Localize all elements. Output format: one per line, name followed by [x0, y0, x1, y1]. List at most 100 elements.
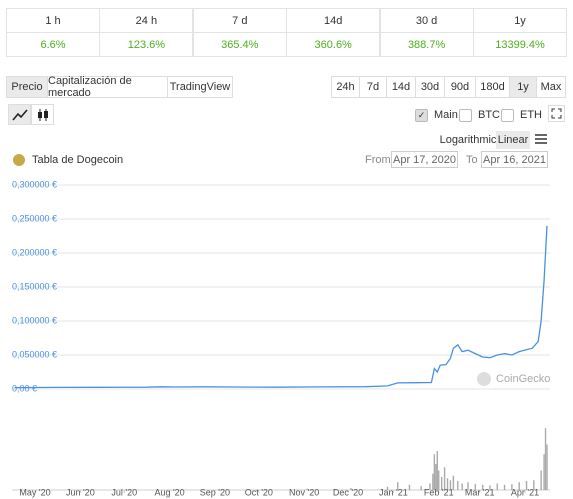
tab[interactable]: Precio	[6, 76, 48, 98]
y-tick-label: 0,200000 €	[12, 247, 57, 257]
volume-bar	[350, 488, 352, 490]
x-tick-label: Dec '20	[333, 487, 363, 497]
volume-bar	[546, 444, 548, 490]
series-toggle[interactable]: ETH	[501, 108, 542, 122]
perf-header: 7 d	[192, 8, 287, 33]
perf-header: 24 h	[99, 8, 194, 33]
volume-bar	[443, 467, 446, 490]
range-button[interactable]: 14d	[386, 76, 416, 98]
volume-bar	[440, 477, 443, 490]
range-button[interactable]: 1y	[509, 76, 537, 98]
x-tick-label: Jul '20	[111, 487, 137, 497]
volume-bar	[436, 451, 438, 490]
y-tick-label: 0,00 €	[12, 383, 37, 393]
volume-bar	[452, 475, 455, 490]
volume-bar	[457, 480, 459, 490]
volume-bar	[511, 484, 513, 490]
volume-bar	[481, 484, 484, 490]
volume-bar	[540, 470, 542, 490]
volume-bar	[503, 484, 506, 490]
range-button[interactable]: 90d	[444, 76, 476, 98]
x-tick-label: Jun '20	[66, 487, 95, 497]
line-chart-button[interactable]	[8, 104, 31, 125]
volume-bar	[474, 484, 477, 490]
perf-header: 1y	[473, 8, 567, 33]
perf-value: 13399.4%	[473, 32, 567, 57]
x-tick-label: Aug '20	[154, 487, 184, 497]
y-tick-label: 0,100000 €	[12, 315, 57, 325]
x-tick-label: Jan '21	[379, 487, 408, 497]
toggle-label: Main	[434, 109, 458, 121]
perf-header: 30 d	[379, 8, 474, 33]
from-label: From	[365, 154, 391, 166]
toggle-label: BTC	[478, 109, 500, 121]
scale-button[interactable]: Logarithmic	[439, 134, 497, 146]
perf-value: 360.6%	[286, 32, 381, 57]
volume-bar	[518, 482, 520, 490]
doge-icon	[13, 154, 25, 166]
range-button[interactable]: 30d	[415, 76, 445, 98]
toggle-label: ETH	[520, 109, 542, 121]
volume-bar	[489, 485, 491, 490]
menu-button[interactable]	[534, 132, 548, 146]
date-input[interactable]: Apr 16, 2021	[481, 151, 548, 168]
series-toggle[interactable]: BTC	[459, 108, 500, 122]
price-line	[14, 225, 548, 389]
checkbox[interactable]	[459, 108, 472, 122]
volume-bar	[543, 454, 545, 490]
volume-bar	[449, 480, 452, 490]
volume-bar	[446, 478, 449, 490]
volume-bar	[420, 486, 422, 490]
volume-bar	[435, 464, 437, 490]
x-tick-label: Feb '21	[424, 487, 454, 497]
volume-bar	[408, 484, 411, 490]
scale-button[interactable]: Linear	[496, 131, 530, 149]
range-button[interactable]: 180d	[475, 76, 510, 98]
range-button[interactable]: 7d	[359, 76, 387, 98]
x-tick-label: Apr '21	[511, 487, 539, 497]
x-tick-label: Sep '20	[200, 487, 230, 497]
y-tick-label: 0,050000 €	[12, 349, 57, 359]
volume-bar	[533, 480, 535, 490]
perf-value: 6.6%	[6, 32, 100, 57]
y-tick-label: 0,250000 €	[12, 213, 57, 223]
perf-header: 14d	[286, 8, 381, 33]
x-tick-label: Mar '21	[465, 487, 495, 497]
series-toggle[interactable]: ✓ Main	[415, 108, 458, 122]
expand-button[interactable]	[548, 105, 565, 122]
volume-bar	[525, 480, 528, 490]
y-tick-label: 0,300000 €	[12, 179, 57, 189]
volume-bar	[461, 483, 463, 490]
volume-bar	[496, 483, 498, 490]
y-tick-label: 0,150000 €	[12, 281, 57, 291]
volume-bar	[397, 482, 399, 490]
tab[interactable]: TradingView	[167, 76, 233, 98]
date-input[interactable]: Apr 17, 2020	[391, 151, 458, 168]
volume-bar	[438, 470, 440, 490]
chart: 0,00 € 0,050000 € 0,100000 € 0,150000 € 0,20…	[12, 179, 550, 497]
volume-bar	[467, 482, 469, 490]
volume-bar	[306, 488, 308, 490]
perf-value: 388.7%	[379, 32, 474, 57]
range-button[interactable]: 24h	[331, 76, 360, 98]
perf-header: 1 h	[6, 8, 100, 33]
perf-value: 123.6%	[99, 32, 194, 57]
volume-bar	[433, 454, 436, 490]
checkbox[interactable]	[501, 108, 514, 122]
volume-bar	[386, 486, 389, 490]
x-tick-label: May '20	[19, 487, 50, 497]
to-label: To	[466, 154, 478, 166]
tab[interactable]: Capitalización de mercado	[47, 75, 168, 99]
range-button[interactable]: Max	[536, 76, 566, 98]
volume-bar	[544, 428, 547, 490]
volume-bar	[429, 483, 431, 490]
perf-value: 365.4%	[192, 32, 287, 57]
candle-chart-button[interactable]	[31, 104, 54, 125]
chart-title: Tabla de Dogecoin	[32, 154, 124, 166]
volume-bar	[432, 473, 434, 490]
checkbox[interactable]: ✓	[415, 108, 428, 122]
x-tick-label: Nov '20	[289, 487, 319, 497]
watermark-logo	[477, 372, 491, 386]
x-tick-label: Oct '20	[245, 487, 273, 497]
